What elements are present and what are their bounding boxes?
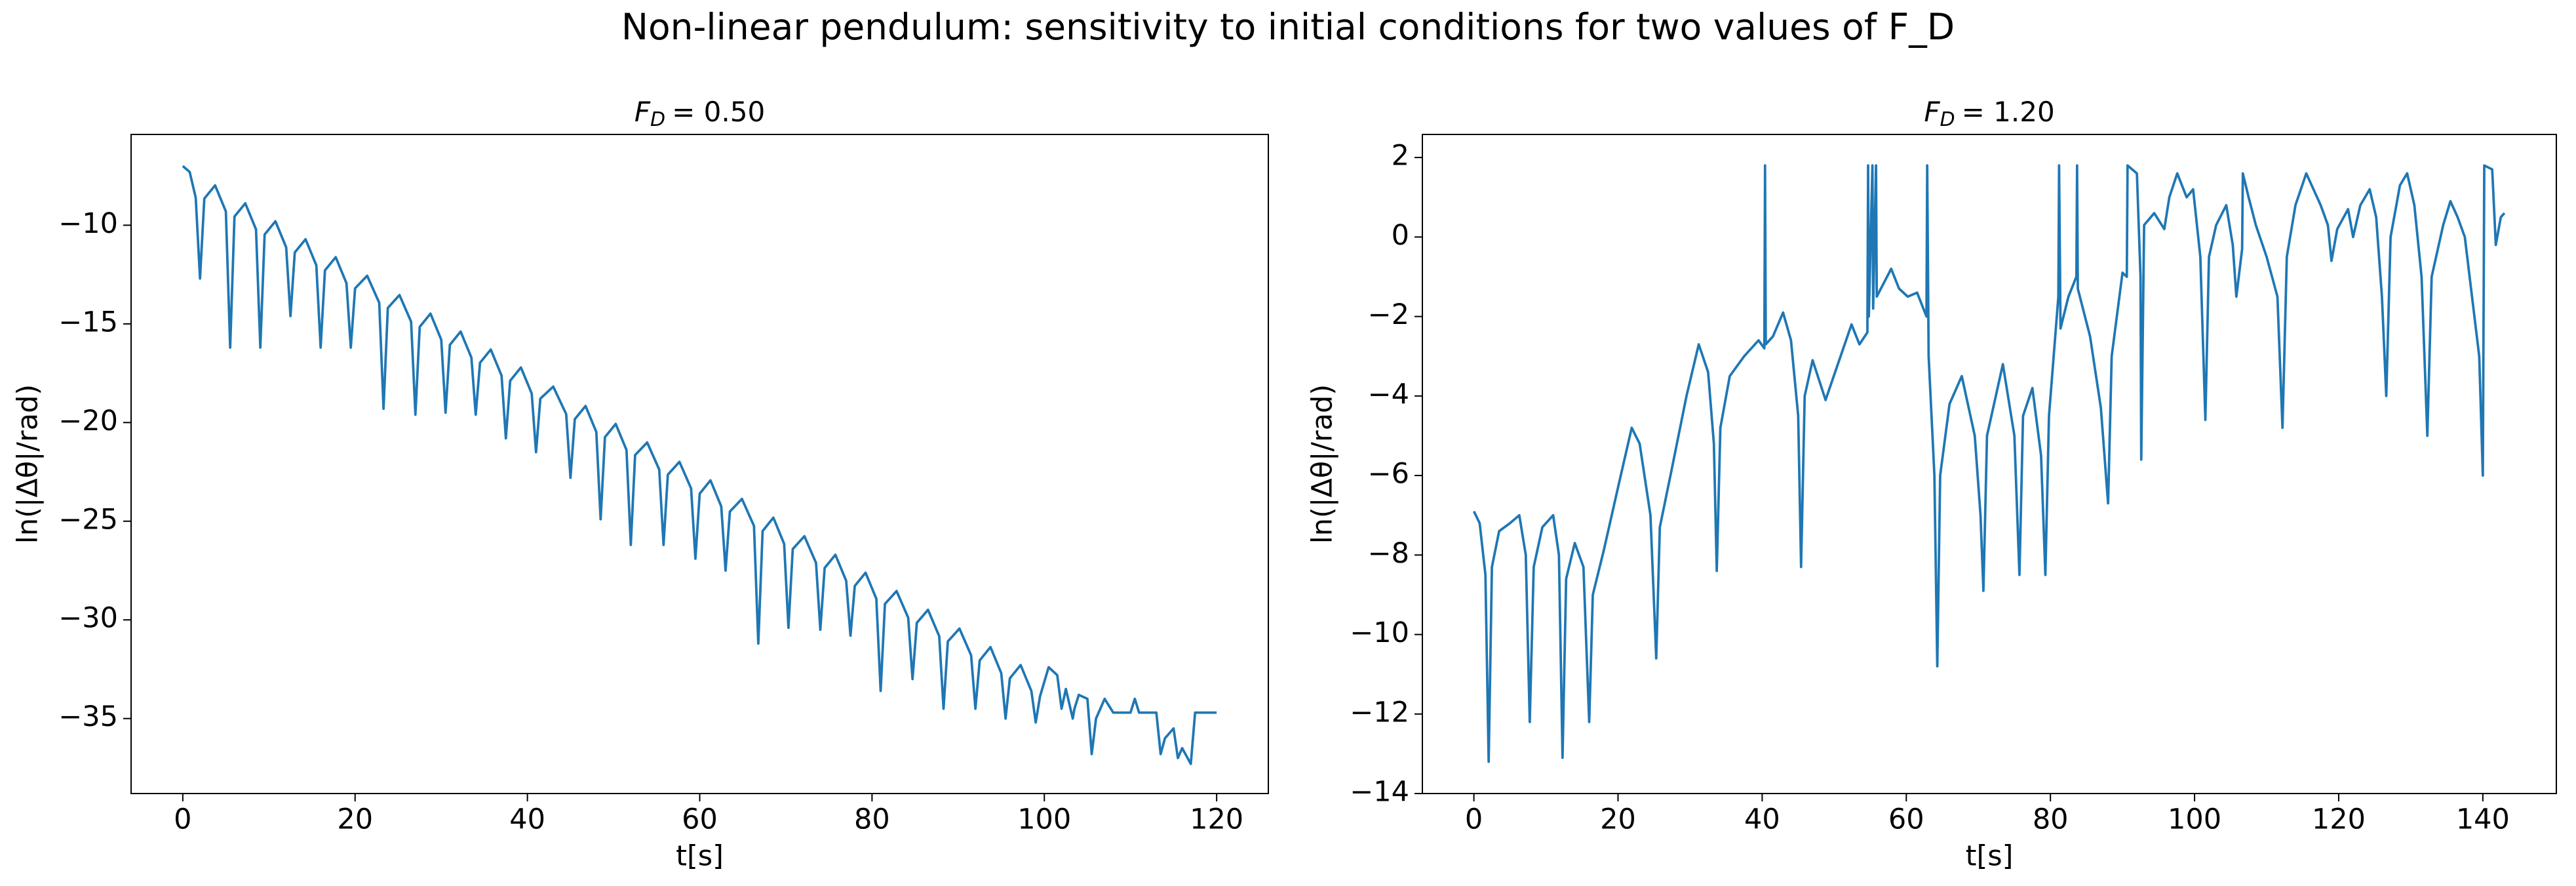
y-tick-label: −6	[1368, 458, 1409, 491]
x-tick-label: 20	[337, 803, 373, 836]
subplot-title: FD = 1.20	[1924, 96, 2054, 131]
x-axis-label: t[s]	[676, 840, 724, 873]
title-symbol: F	[634, 96, 651, 128]
title-value: = 0.50	[672, 96, 765, 128]
x-tick-label: 120	[2312, 803, 2366, 836]
y-tick-label: 2	[1392, 140, 1409, 172]
x-tick-label: 0	[1465, 803, 1483, 836]
y-tick-label: 0	[1392, 219, 1409, 252]
x-axis-label: t[s]	[1966, 840, 2014, 873]
y-tick-label: −20	[58, 405, 118, 437]
x-tick-label: 60	[682, 803, 718, 836]
y-tick-label: −10	[58, 207, 118, 240]
data-line	[1472, 164, 2506, 763]
x-tick-label: 0	[174, 803, 191, 836]
y-tick-label: −10	[1350, 616, 1409, 649]
axes-frame	[1422, 134, 2557, 794]
y-tick-label: −12	[1350, 696, 1409, 729]
x-tick-label: 80	[854, 803, 890, 836]
x-tick-label: 120	[1190, 803, 1243, 836]
x-tick-label: 140	[2456, 803, 2510, 836]
y-axis-label: ln(|Δθ|/rad)	[12, 384, 45, 544]
x-tick-label: 60	[1888, 803, 1924, 836]
title-subscript: D	[650, 108, 665, 131]
y-tick-label: −4	[1368, 378, 1409, 411]
y-tick-label: −30	[58, 602, 118, 635]
subplot: FD = 0.50 0 20 40 60 80 100 120 −35 −30 −25 −20 −15 −1…	[12, 96, 1269, 873]
y-tick-label: −14	[1350, 776, 1409, 809]
x-tick-label: 100	[2168, 803, 2221, 836]
x-tick-label: 40	[509, 803, 545, 836]
data-line	[182, 165, 1217, 765]
axes-frame	[130, 134, 1269, 794]
title-value: = 1.20	[1962, 96, 2055, 128]
figure-title: Non-linear pendulum: sensitivity to init…	[621, 6, 1955, 48]
x-tick-label: 100	[1017, 803, 1071, 836]
y-tick-label: −35	[58, 700, 118, 733]
x-tick-label: 40	[1744, 803, 1780, 836]
subplot-title: FD = 0.50	[634, 96, 765, 131]
x-tick-label: 20	[1600, 803, 1636, 836]
x-tick-label: 80	[2033, 803, 2069, 836]
y-tick-label: −25	[58, 503, 118, 536]
y-axis-label: ln(|Δθ|/rad)	[1306, 384, 1339, 544]
title-subscript: D	[1940, 108, 1955, 131]
y-tick-label: −15	[58, 306, 118, 338]
y-tick-label: −2	[1368, 298, 1409, 331]
title-symbol: F	[1924, 96, 1940, 128]
subplot: FD = 1.200 20 40 60 80 100 120 140−14−12−10−8−6−…	[1306, 96, 2557, 873]
y-tick-label: −8	[1368, 537, 1409, 570]
